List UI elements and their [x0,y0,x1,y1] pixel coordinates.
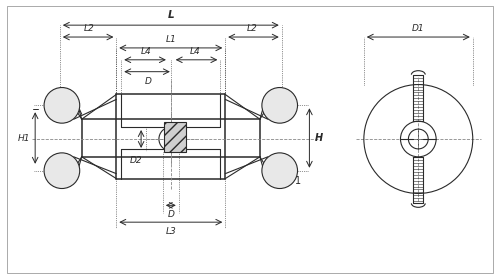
Circle shape [44,88,80,123]
Text: 1: 1 [277,167,300,186]
Text: H1: H1 [18,134,30,143]
Circle shape [262,153,298,189]
Text: L3: L3 [166,227,176,236]
Text: L: L [168,10,174,20]
Text: D1: D1 [412,24,424,33]
Text: L4: L4 [190,47,201,56]
Bar [164,122,186,152]
Text: H: H [314,133,322,143]
Text: L2: L2 [247,24,258,33]
Text: L1: L1 [166,35,176,44]
Circle shape [44,153,80,189]
Text: D2: D2 [130,156,142,165]
Text: D: D [144,77,152,86]
Text: L4: L4 [140,47,151,56]
Circle shape [262,88,298,123]
Text: L2: L2 [84,24,94,33]
Text: D: D [168,210,174,219]
